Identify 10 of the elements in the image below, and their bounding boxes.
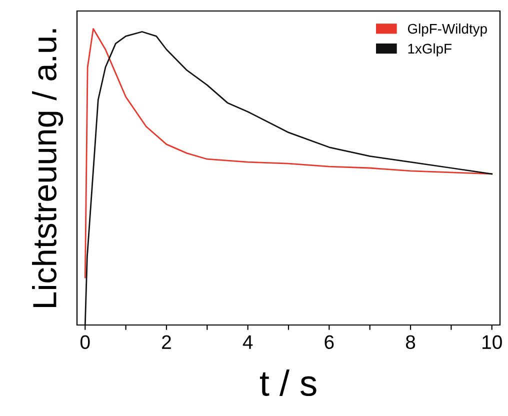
x-tick-label: 2 xyxy=(162,335,171,349)
legend-label: 1xGlpF xyxy=(408,43,452,56)
x-tick-label: 0 xyxy=(80,335,90,350)
x-tick-label: 10 xyxy=(482,335,502,350)
legend-label: GlpF-Wildtyp xyxy=(408,24,487,36)
x-tick-label: 4 xyxy=(242,335,253,349)
y-axis-title: Lichtstreuung / a.u. xyxy=(32,29,64,308)
x-tick-label: 6 xyxy=(324,335,334,350)
x-axis-title: t / s xyxy=(260,370,316,396)
x-tick-label: 8 xyxy=(406,335,416,350)
